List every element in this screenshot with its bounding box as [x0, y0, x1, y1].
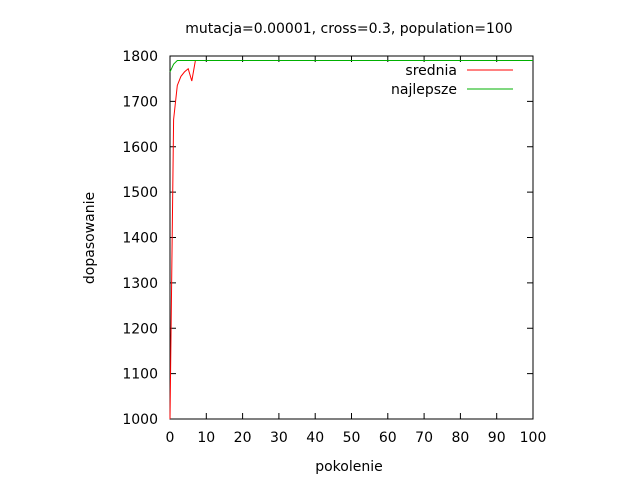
x-tick-label: 60 — [379, 430, 397, 446]
x-tick-label: 70 — [415, 430, 433, 446]
series-layer — [169, 60, 533, 420]
axes-layer: 0 10 20 30 40 50 60 70 80 90 100 1000 1100 1200 1300 14… — [122, 49, 546, 446]
x-tick-label: 90 — [488, 430, 506, 446]
legend-label-srednia: srednia — [405, 63, 457, 79]
x-tick-label: 50 — [343, 430, 361, 446]
plot-frame — [169, 55, 534, 420]
legend-label-najlepsze: najlepsze — [391, 82, 457, 98]
series-line-srednia — [169, 60, 533, 420]
y-tick-label: 1200 — [122, 321, 158, 337]
legend: srednia najlepsze — [391, 63, 513, 98]
y-tick-label: 1500 — [122, 185, 158, 201]
x-tick-label: 30 — [270, 430, 288, 446]
x-tick-label: 100 — [520, 430, 547, 446]
x-tick-label: 80 — [451, 430, 469, 446]
y-tick-label: 1700 — [122, 94, 158, 110]
y-tick-label: 1300 — [122, 276, 158, 292]
y-tick-label: 1800 — [122, 49, 158, 65]
x-tick-label: 0 — [166, 430, 175, 446]
series-line-najlepsze — [169, 60, 533, 73]
y-axis-label: dopasowanie — [82, 192, 98, 284]
x-axis-label: pokolenie — [315, 459, 383, 475]
y-tick-label: 1600 — [122, 140, 158, 156]
y-tick-label: 1000 — [122, 412, 158, 428]
chart-title: mutacja=0.00001, cross=0.3, population=1… — [185, 21, 512, 37]
y-tick-label: 1400 — [122, 231, 158, 247]
x-tick-label: 20 — [234, 430, 252, 446]
y-tick-label: 1100 — [122, 367, 158, 383]
x-tick-label: 40 — [306, 430, 324, 446]
x-tick-label: 10 — [197, 430, 215, 446]
